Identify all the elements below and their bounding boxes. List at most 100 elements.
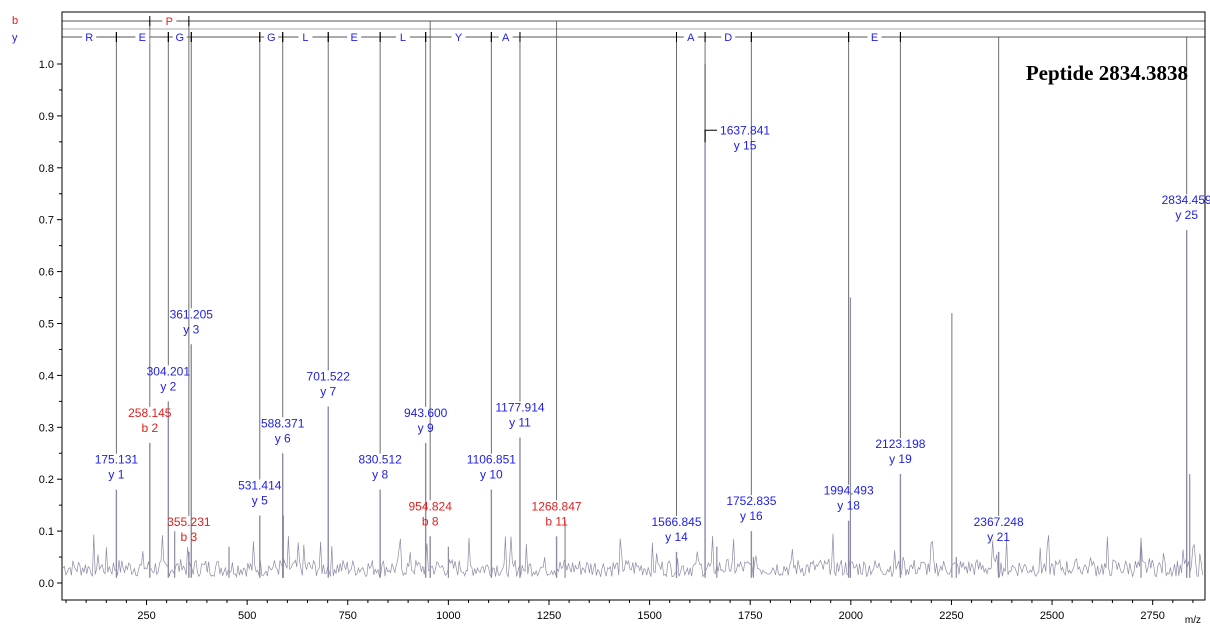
peak-mass-label: 830.512	[358, 453, 402, 467]
y-tick-label: 0.6	[39, 267, 54, 279]
peak-mass-label: 304.201	[147, 364, 191, 378]
peak-mass-label: 355.231	[167, 515, 211, 529]
y-aa-bg	[395, 30, 410, 44]
y-tick-label: 0.9	[39, 111, 54, 123]
peak-ion-label: b 2	[141, 421, 158, 435]
x-tick-label: 500	[238, 610, 256, 622]
peak-ion-label: y 19	[889, 452, 912, 466]
y-aa-bg	[683, 30, 698, 44]
sequence-ladder: R E G G L E L Y A A D E P	[61, 14, 1206, 44]
y-aa-bg	[135, 30, 150, 44]
y-tick-label: 1.0	[39, 59, 54, 71]
peak-mass-label: 701.522	[307, 370, 351, 384]
x-tick-label: 1000	[436, 610, 460, 622]
y-aa-label: R	[85, 32, 93, 44]
y-aa-bg	[721, 30, 736, 44]
y-aa-bg	[82, 30, 97, 44]
y-aa-bg	[867, 30, 882, 44]
peak-mass-label: 531.414	[238, 479, 282, 493]
peak-ion-label: y 6	[275, 431, 291, 445]
y-aa-label: L	[400, 32, 406, 44]
y-tick-label: 0.4	[39, 370, 54, 382]
peak-mass-label: 2367.248	[974, 515, 1024, 529]
b-aa-bg	[162, 14, 177, 28]
y-aa-bg	[347, 30, 362, 44]
peak-mass-label: 2834.459	[1162, 193, 1210, 207]
peak-mass-label: 1994.493	[824, 484, 874, 498]
peak-mass-label: 1566.845	[651, 515, 701, 529]
x-tick-label: 750	[339, 610, 357, 622]
y-tick-label: 0.1	[39, 526, 54, 538]
peak-ion-label: y 16	[740, 509, 763, 523]
y-aa-label: A	[502, 32, 510, 44]
b-series-label: b	[12, 15, 18, 27]
y-aa-label: Y	[455, 32, 463, 44]
x-tick-label: 2500	[1040, 610, 1064, 622]
peak-mass-label: 1637.841	[720, 123, 770, 137]
peak-ion-label: y 11	[509, 416, 531, 430]
peak-ion-label: y 18	[837, 499, 860, 513]
axes: 0.0 0.1 0.2 0.3 0.4 0.5 0.6 0.7 0.8 0.9 1.0 250 500 7…	[39, 11, 1206, 622]
peak-mass-label: 175.131	[95, 453, 139, 467]
peak-mass-label: 258.145	[128, 406, 172, 420]
y-aa-label: E	[139, 32, 146, 44]
y-aa-label: E	[871, 32, 878, 44]
peak-ion-label: y 8	[372, 468, 388, 482]
plot-frame	[61, 11, 1206, 601]
peak-mass-label: 361.205	[170, 307, 214, 321]
peak-ion-label: y 10	[480, 468, 503, 482]
peak-ion-label: y 7	[320, 385, 336, 399]
x-tick-label: 1750	[738, 610, 762, 622]
y-aa-label: E	[351, 32, 358, 44]
b-aa-label: P	[166, 16, 173, 28]
x-tick-label: 2750	[1140, 610, 1164, 622]
peak-ion-label: y 9	[418, 421, 434, 435]
peak-mass-label: 588.371	[261, 416, 305, 430]
y-tick-label: 0.5	[39, 319, 54, 331]
peak-mass-label: 1268.847	[532, 499, 582, 513]
peak-ion-label: y 21	[987, 530, 1010, 544]
y-tick-label: 0.0	[39, 578, 54, 590]
peak-ion-label: y 5	[252, 494, 268, 508]
chart-title: Peptide 2834.3838	[1026, 61, 1188, 85]
peak-ion-label: b 3	[181, 530, 198, 544]
y-aa-bg	[451, 30, 466, 44]
y-tick-label: 0.7	[39, 215, 54, 227]
y-aa-bg	[298, 30, 313, 44]
peak-ion-label: y 1	[108, 468, 124, 482]
peak-mass-label: 1752.835	[726, 494, 776, 508]
peak-mass-label: 1177.914	[495, 401, 544, 415]
x-tick-label: 2250	[939, 610, 963, 622]
peak-ion-label: b 8	[422, 514, 439, 528]
peak-ion-label: y 2	[160, 379, 176, 393]
noise-baseline	[62, 533, 1203, 579]
peak-mass-label: 2123.198	[875, 437, 925, 451]
x-axis-label: m/z	[1185, 615, 1201, 626]
noise-trace	[62, 533, 1203, 579]
x-tick-label: 1250	[537, 610, 561, 622]
peak-ion-label: y 25	[1175, 208, 1198, 222]
peak-mass-label: 1106.851	[467, 453, 516, 467]
y-aa-label: G	[176, 32, 185, 44]
y-aa-label: D	[724, 32, 732, 44]
peak-layer	[115, 21, 1191, 578]
y-tick-label: 0.3	[39, 422, 54, 434]
y-series-label: y	[12, 32, 18, 44]
y-aa-bg	[498, 30, 513, 44]
y-aa-label: L	[302, 32, 308, 44]
peak-ion-label: y 15	[734, 138, 757, 152]
y-tick-label: 0.8	[39, 163, 54, 175]
x-tick-label: 1500	[637, 610, 661, 622]
x-tick-label: 250	[137, 610, 155, 622]
y-aa-label: A	[687, 32, 695, 44]
peak-mass-label: 954.824	[408, 499, 452, 513]
peak-ion-label: y 14	[665, 530, 688, 544]
peak-ion-label: b 11	[545, 514, 568, 528]
y-tick-label: 0.2	[39, 474, 54, 486]
y-aa-label: G	[267, 32, 276, 44]
x-tick-label: 2000	[839, 610, 863, 622]
peak-ion-label: y 3	[183, 322, 199, 336]
label-leader	[704, 129, 718, 143]
